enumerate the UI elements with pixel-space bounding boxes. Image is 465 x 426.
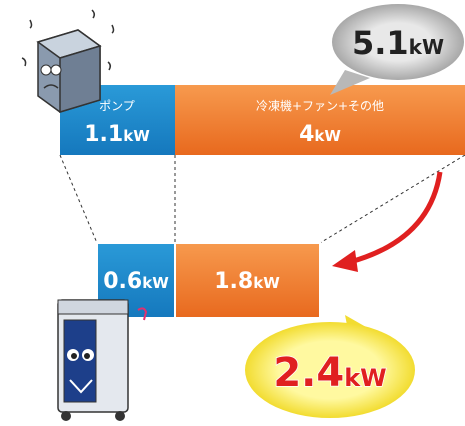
bubble-tail xyxy=(330,70,370,95)
new-unit-icon xyxy=(57,299,148,421)
arrow-head xyxy=(332,250,358,272)
text: 1.8 xyxy=(214,269,253,294)
text: 4 xyxy=(299,122,314,147)
segment-value: 0.6kW xyxy=(103,269,169,294)
segment-value: 1.8kW xyxy=(214,269,280,294)
total-bubble xyxy=(245,322,415,418)
text: kW xyxy=(123,127,150,145)
segment-value: 4kW xyxy=(299,122,341,147)
text: kW xyxy=(314,127,341,145)
segment-label: 冷凍機+ファン+その他 xyxy=(256,98,384,113)
text: 1.1 xyxy=(84,122,123,147)
total-before: 5.1kW xyxy=(352,24,444,62)
segment-label: ポンプ xyxy=(99,99,135,113)
text: kW xyxy=(344,364,386,392)
old-unit-icon xyxy=(21,9,115,114)
other-bar xyxy=(175,85,465,155)
text: kW xyxy=(409,35,444,59)
total-after: 2.4kW xyxy=(273,350,386,396)
text: 2.4 xyxy=(273,350,344,396)
connectors xyxy=(59,154,465,244)
arrow xyxy=(349,171,443,265)
segment-value: 1.1kW xyxy=(84,122,150,147)
text: 5.1 xyxy=(352,24,409,62)
total-bubble xyxy=(332,4,464,80)
other-bar xyxy=(174,242,321,319)
text: kW xyxy=(253,274,280,292)
text: kW xyxy=(142,274,169,292)
text: 0.6 xyxy=(103,269,142,294)
